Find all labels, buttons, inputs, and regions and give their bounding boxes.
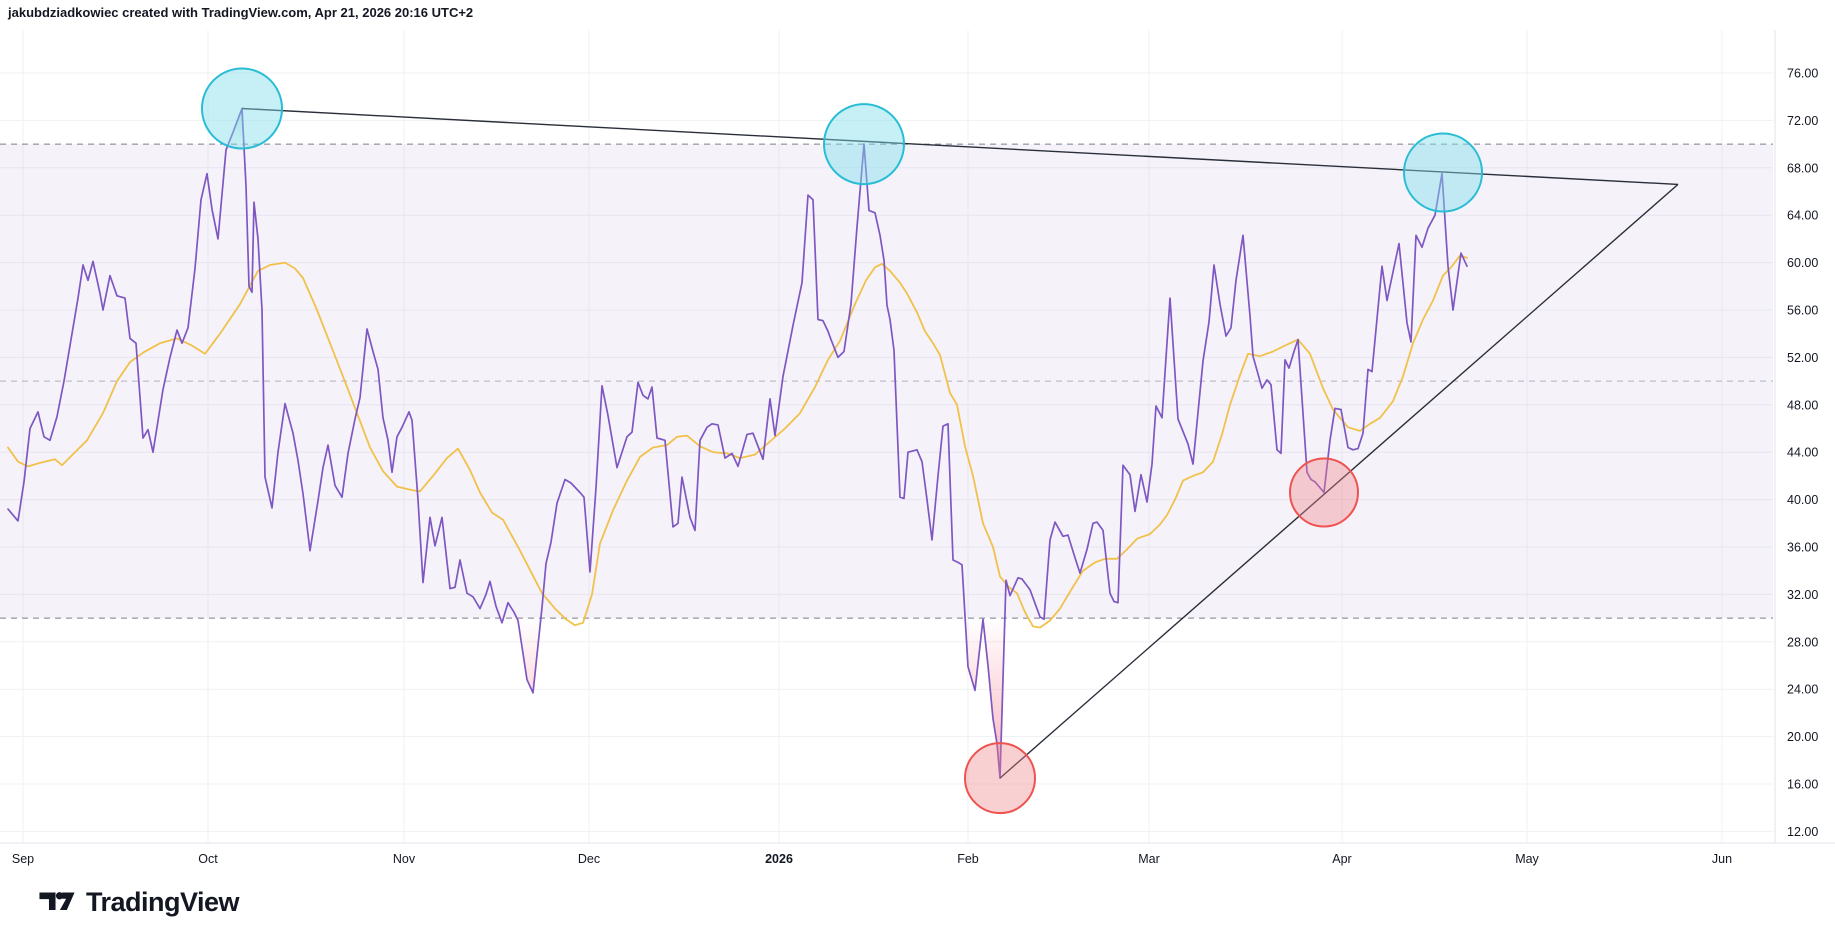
trough-marker-2[interactable]: [1289, 457, 1359, 528]
tradingview-logo: TradingView: [38, 882, 240, 922]
credit-text: jakubdziadkowiec created with TradingVie…: [8, 5, 474, 20]
horizontal-gridlines: [0, 72, 1773, 832]
y-tick-label: 44.00: [1787, 446, 1818, 460]
y-tick-label: 56.00: [1787, 304, 1818, 318]
y-tick-label: 12.00: [1787, 825, 1818, 839]
y-tick-label: 72.00: [1787, 114, 1818, 128]
lower-trendline[interactable]: [999, 183, 1679, 779]
y-tick-label: 24.00: [1787, 683, 1818, 697]
y-tick-label: 52.00: [1787, 351, 1818, 365]
vertical-gridlines: [22, 30, 1723, 843]
y-tick-label: 36.00: [1787, 541, 1818, 555]
tradingview-logo-icon: [39, 892, 75, 911]
y-tick-label: 32.00: [1787, 588, 1818, 602]
x-tick-label: 2026: [765, 852, 793, 866]
y-tick-label: 64.00: [1787, 209, 1818, 223]
y-tick-label: 60.00: [1787, 256, 1818, 270]
x-tick-label: Feb: [957, 852, 979, 866]
x-tick-label: Nov: [393, 852, 416, 866]
y-tick-label: 20.00: [1787, 730, 1818, 744]
peak-marker-2[interactable]: [823, 103, 905, 186]
signal-markers[interactable]: [201, 67, 1483, 815]
x-tick-label: Oct: [198, 852, 218, 866]
y-tick-label: 48.00: [1787, 398, 1818, 412]
time-scale[interactable]: Sep Oct Nov Dec 2026 Feb Mar Apr May Jun: [12, 852, 1732, 866]
x-tick-label: Mar: [1138, 852, 1160, 866]
x-tick-label: Jun: [1712, 852, 1732, 866]
x-tick-label: Sep: [12, 852, 34, 866]
x-tick-label: Dec: [578, 852, 600, 866]
rsi-line[interactable]: [7, 107, 1468, 779]
x-tick-label: May: [1515, 852, 1539, 866]
rsi-ma-line[interactable]: [7, 254, 1468, 629]
y-tick-label: 16.00: [1787, 778, 1818, 792]
price-scale[interactable]: 76.00 72.00 68.00 64.00 60.00 56.00 52.00 48.00…: [1787, 67, 1818, 839]
y-tick-label: 28.00: [1787, 635, 1818, 649]
peak-marker-3[interactable]: [1403, 132, 1483, 213]
y-tick-label: 76.00: [1787, 67, 1818, 81]
brand-text: TradingView: [86, 886, 240, 917]
upper-trendline[interactable]: [241, 107, 1679, 186]
trough-marker-1[interactable]: [964, 742, 1036, 815]
y-tick-label: 68.00: [1787, 161, 1818, 175]
x-tick-label: Apr: [1332, 852, 1351, 866]
peak-marker-1[interactable]: [201, 67, 283, 150]
y-tick-label: 40.00: [1787, 493, 1818, 507]
